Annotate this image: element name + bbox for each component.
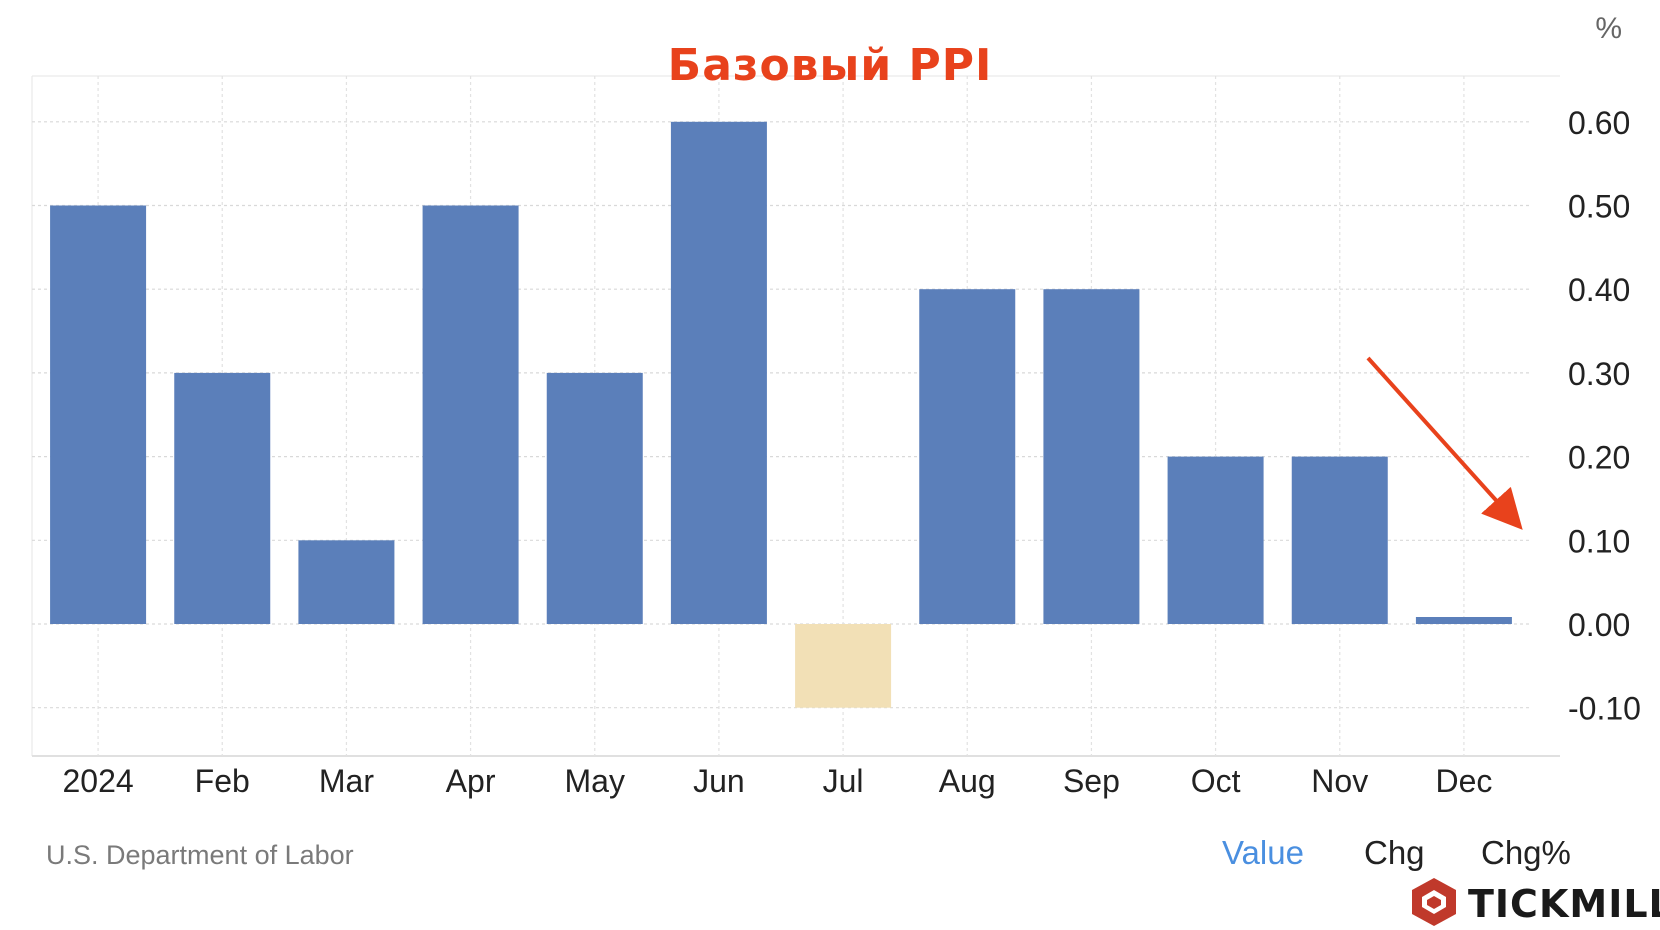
bar-dec[interactable] — [1415, 617, 1512, 624]
x-tick-label: Aug — [939, 763, 996, 799]
y-tick-label: 0.20 — [1568, 440, 1630, 476]
bar-2024[interactable] — [50, 205, 147, 625]
bar-jun[interactable] — [670, 121, 767, 625]
grid — [31, 75, 1560, 757]
x-tick-label: Jul — [823, 763, 864, 799]
bar-sep[interactable] — [1043, 289, 1140, 624]
y-tick-label: 0.00 — [1568, 607, 1630, 643]
tab-chg-percent[interactable]: Chg% — [1481, 834, 1571, 871]
x-tick-label: Oct — [1191, 763, 1241, 799]
bar-oct[interactable] — [1167, 456, 1264, 624]
bar-jul[interactable] — [795, 624, 892, 708]
bar-may[interactable] — [546, 372, 643, 624]
x-tick-label: Feb — [195, 763, 250, 799]
y-tick-label: 0.40 — [1568, 272, 1630, 308]
bar-apr[interactable] — [422, 205, 519, 625]
tickmill-logo-icon — [1412, 878, 1456, 926]
unit-label: % — [1595, 12, 1622, 45]
bar-mar[interactable] — [298, 540, 395, 624]
tickmill-logo-text: TICKMILL — [1468, 882, 1660, 926]
y-tick-label: 0.30 — [1568, 356, 1630, 392]
x-tick-label: Dec — [1435, 763, 1492, 799]
x-tick-label: 2024 — [62, 763, 133, 799]
source-label: U.S. Department of Labor — [46, 840, 354, 870]
y-tick-label: 0.10 — [1568, 523, 1630, 559]
x-tick-label: Nov — [1311, 763, 1368, 799]
y-axis: 0.60 0.50 0.40 0.30 0.20 0.10 0.00 -0.10 — [1568, 105, 1641, 727]
x-tick-label: Apr — [446, 763, 496, 799]
x-axis: 2024 Feb Mar Apr May Jun Jul Aug Sep Oct Nov Dec — [62, 763, 1492, 799]
arrow-icon — [1366, 356, 1523, 530]
y-tick-label: 0.50 — [1568, 189, 1630, 225]
x-tick-label: Mar — [319, 763, 374, 799]
x-tick-label: May — [565, 763, 625, 799]
y-tick-label: -0.10 — [1568, 691, 1641, 727]
bar-feb[interactable] — [174, 372, 271, 624]
x-tick-label: Jun — [693, 763, 745, 799]
tab-value[interactable]: Value — [1222, 834, 1304, 871]
tab-chg[interactable]: Chg — [1364, 834, 1425, 871]
trend-arrow — [1366, 356, 1523, 530]
chart-title: Базовый PPI — [667, 40, 993, 91]
bar-nov[interactable] — [1291, 456, 1388, 624]
bar-aug[interactable] — [919, 289, 1016, 624]
y-tick-label: 0.60 — [1568, 105, 1630, 141]
x-tick-label: Sep — [1063, 763, 1120, 799]
bars — [50, 121, 1512, 708]
